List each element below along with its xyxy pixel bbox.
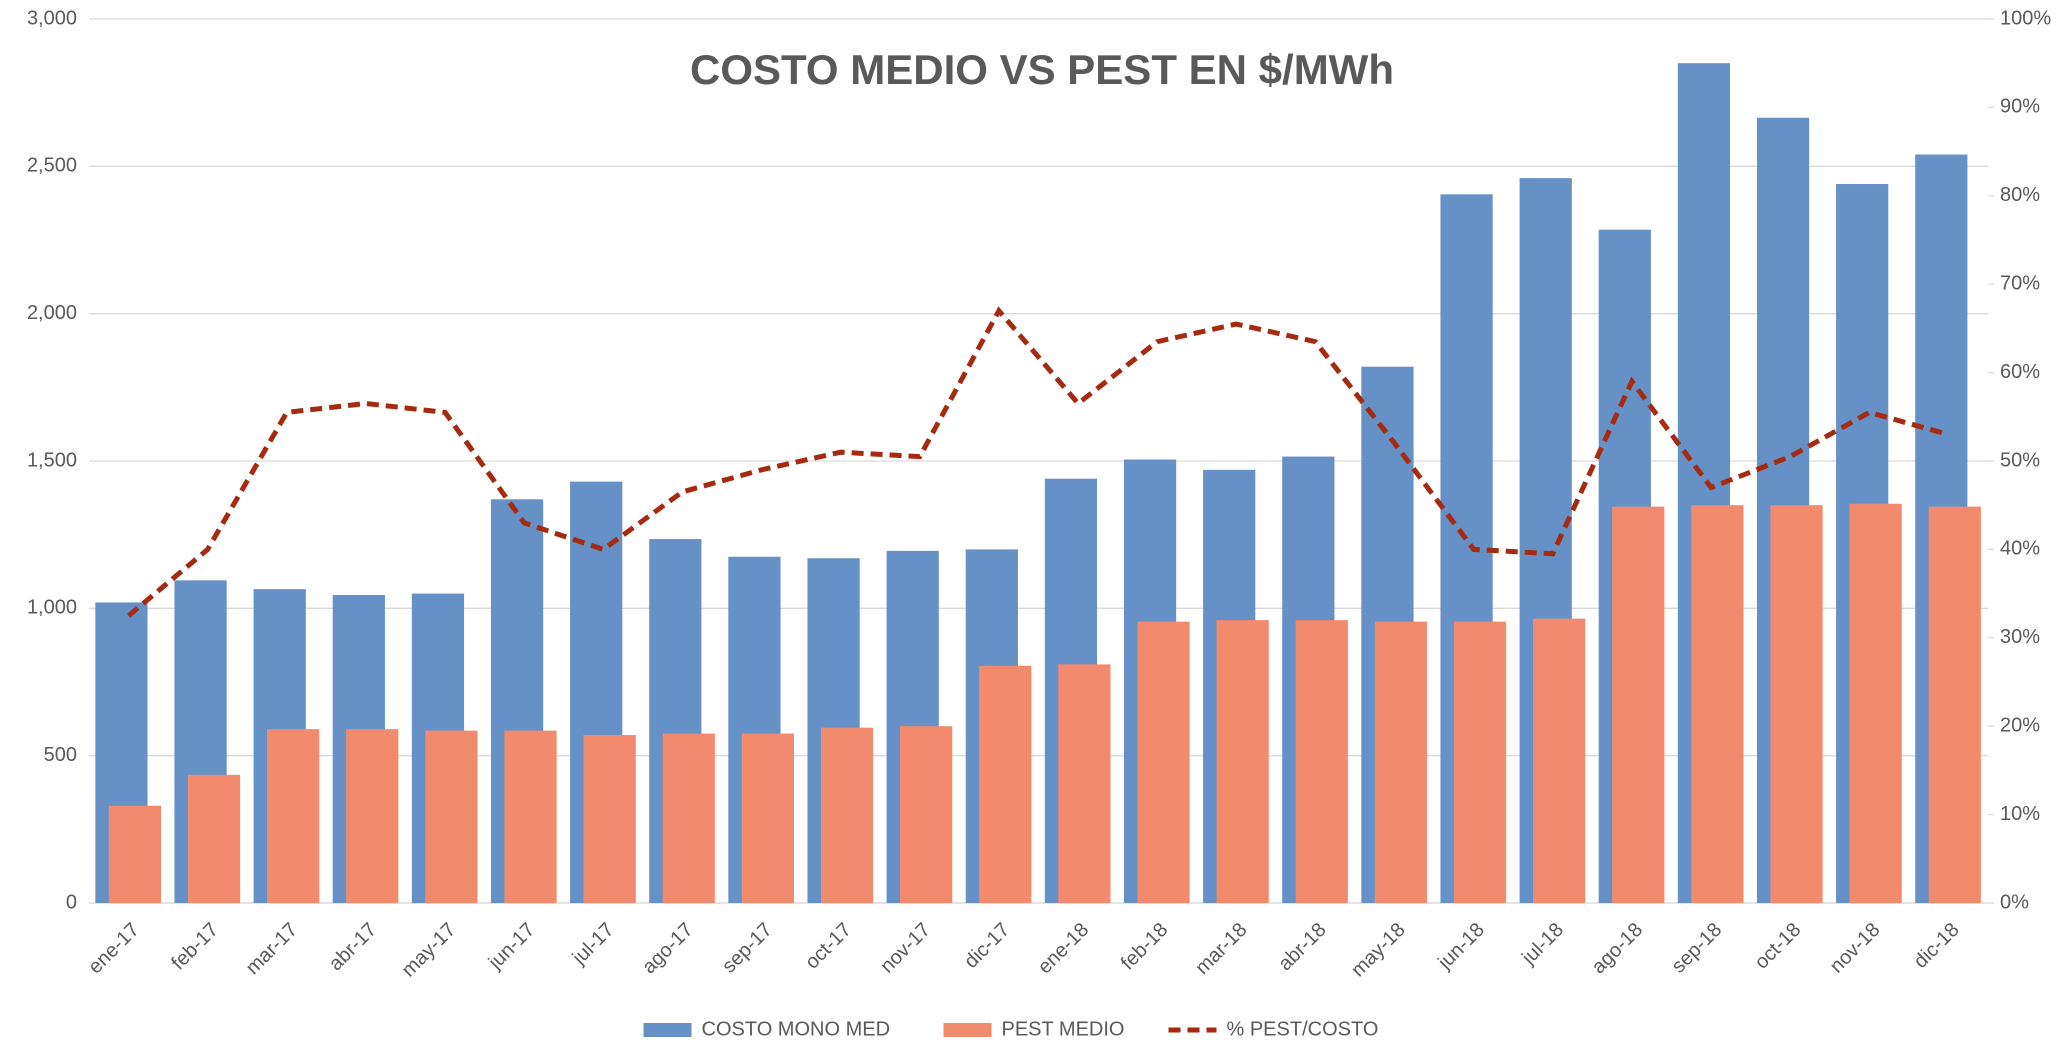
legend-item: PEST MEDIO xyxy=(943,1018,1125,1040)
y2-tick-label: 60% xyxy=(2000,361,2040,383)
y2-tick-label: 50% xyxy=(2000,449,2040,471)
bar xyxy=(1295,620,1348,903)
bar xyxy=(1612,506,1665,903)
bar xyxy=(1691,505,1744,903)
x-tick-label: nov-18 xyxy=(1826,919,1885,978)
x-tick-label: sep-17 xyxy=(718,919,777,978)
bar xyxy=(187,774,241,903)
y2-tick-label: 20% xyxy=(2000,714,2040,736)
y2-tick-label: 0% xyxy=(2000,891,2029,913)
bar xyxy=(1374,621,1428,903)
x-tick-label: jun-17 xyxy=(484,919,540,975)
x-tick-label: ago-17 xyxy=(638,919,698,979)
bar xyxy=(820,727,874,903)
y2-tick-label: 80% xyxy=(2000,184,2040,206)
bar xyxy=(1849,503,1902,903)
bar xyxy=(108,805,162,903)
y2-tick-label: 70% xyxy=(2000,272,2040,294)
legend-label: % PEST/COSTO xyxy=(1227,1018,1379,1040)
x-tick-label: ene-18 xyxy=(1034,919,1094,979)
x-tick-label: oct-18 xyxy=(1751,919,1806,974)
x-tick-label: feb-18 xyxy=(1117,919,1173,975)
y2-tick-label: 40% xyxy=(2000,538,2040,560)
y2-tick-label: 30% xyxy=(2000,626,2040,648)
bar xyxy=(583,735,636,903)
bar xyxy=(1216,620,1269,903)
bar xyxy=(1770,505,1823,903)
x-tick-label: feb-17 xyxy=(167,919,223,975)
y-tick-label: 500 xyxy=(44,744,77,766)
x-tick-label: jun-18 xyxy=(1433,919,1489,975)
bar xyxy=(741,733,795,903)
y-tick-label: 2,000 xyxy=(27,302,77,324)
bar xyxy=(267,729,320,903)
x-tick-label: dic-18 xyxy=(1910,919,1964,973)
x-tick-label: mar-17 xyxy=(242,919,302,979)
bar xyxy=(1137,621,1190,903)
y-tick-label: 1,500 xyxy=(27,449,77,471)
grid xyxy=(89,18,1988,904)
bar xyxy=(425,730,478,903)
x-tick-label: oct-17 xyxy=(801,919,856,974)
bar xyxy=(900,726,953,903)
legend-item: COSTO MONO MED xyxy=(643,1018,891,1040)
legend-swatch xyxy=(943,1023,992,1037)
y-tick-label: 2,500 xyxy=(27,155,77,177)
bar xyxy=(1453,621,1507,903)
legend-label: COSTO MONO MED xyxy=(702,1018,891,1040)
line xyxy=(126,306,1950,618)
x-tick-label: jul-18 xyxy=(1517,919,1568,970)
x-tick-label: ene-17 xyxy=(84,919,144,979)
y2-tick-label: 10% xyxy=(2000,803,2040,825)
x-tick-label: abr-18 xyxy=(1274,919,1330,975)
x-tick-label: jul-17 xyxy=(568,919,619,970)
legend-item: % PEST/COSTO xyxy=(1168,1018,1379,1040)
x-tick-label: sep-18 xyxy=(1668,919,1727,978)
legend-swatch xyxy=(643,1023,692,1037)
y2-tick-label: 90% xyxy=(2000,96,2040,118)
y-tick-label: 0 xyxy=(66,891,77,913)
bar xyxy=(979,665,1032,903)
bar xyxy=(1058,664,1111,903)
x-tick-label: mar-18 xyxy=(1191,919,1251,979)
y-tick-label: 3,000 xyxy=(27,7,77,29)
x-tick-label: ago-18 xyxy=(1588,919,1648,979)
x-tick-label: may-17 xyxy=(398,919,461,982)
legend-label: PEST MEDIO xyxy=(1002,1018,1125,1040)
x-tick-label: dic-17 xyxy=(960,919,1014,973)
bar xyxy=(346,729,399,903)
bar xyxy=(504,730,557,903)
x-tick-label: abr-17 xyxy=(325,919,381,975)
bar xyxy=(1533,618,1586,903)
bar xyxy=(1928,506,1981,903)
x-tick-label: may-18 xyxy=(1347,919,1410,982)
y-tick-label: 1,000 xyxy=(27,597,77,619)
bar xyxy=(662,733,715,903)
chart-title: COSTO MEDIO VS PEST EN $/MWh xyxy=(690,46,1394,93)
y2-tick-label: 100% xyxy=(2000,7,2051,29)
x-tick-label: nov-17 xyxy=(876,919,935,978)
